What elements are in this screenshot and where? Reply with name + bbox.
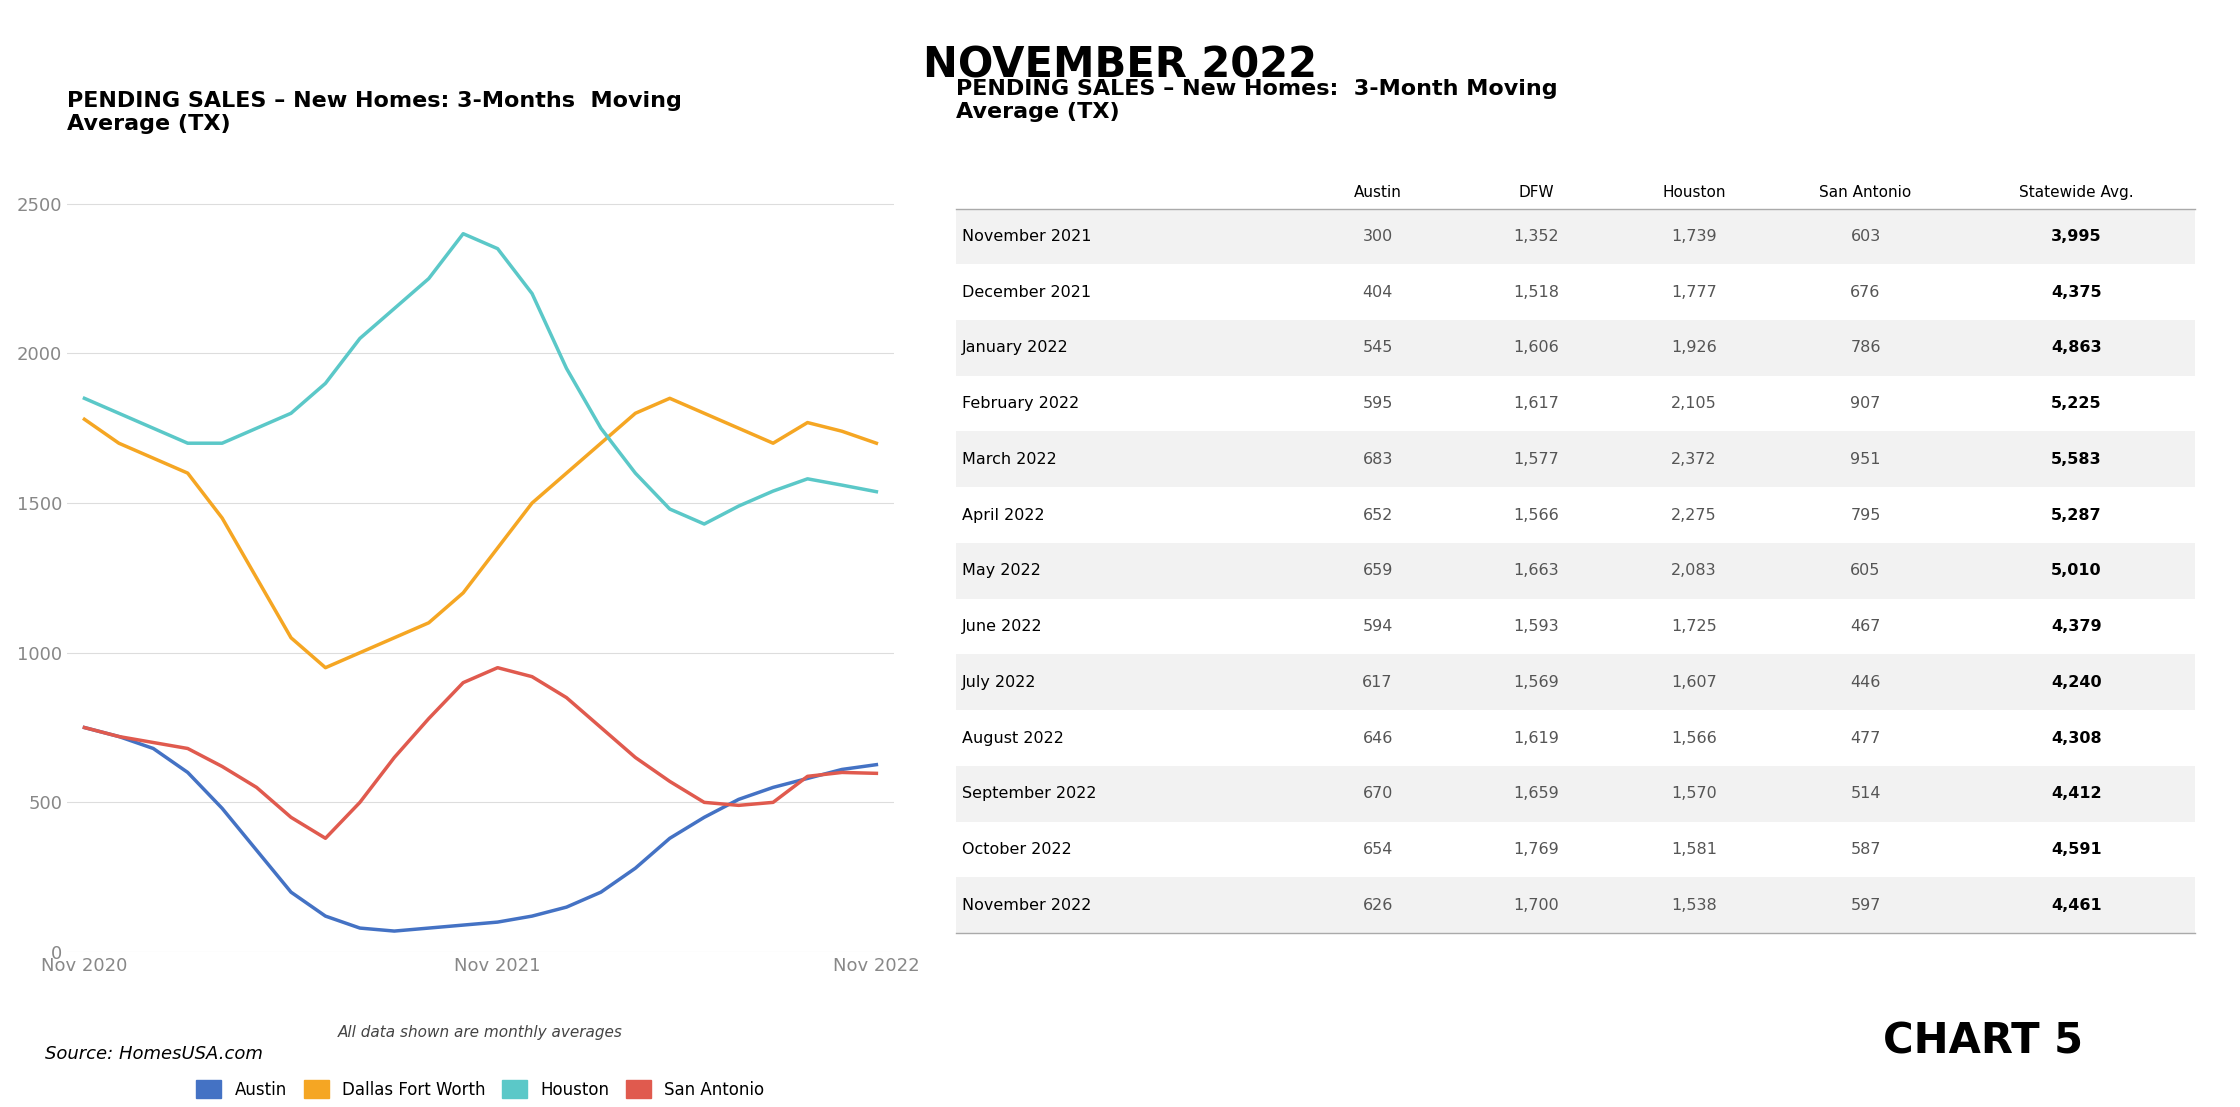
Text: 1,739: 1,739 [1671, 229, 1716, 244]
Text: December 2021: December 2021 [961, 284, 1091, 300]
Text: 654: 654 [1362, 842, 1393, 857]
Text: Houston: Houston [1662, 185, 1725, 200]
Text: 4,412: 4,412 [2052, 786, 2101, 801]
Text: 795: 795 [1850, 508, 1882, 523]
FancyBboxPatch shape [956, 654, 2195, 711]
Text: 1,577: 1,577 [1512, 452, 1559, 467]
Text: 1,566: 1,566 [1512, 508, 1559, 523]
Text: 1,659: 1,659 [1512, 786, 1559, 801]
Text: 1,607: 1,607 [1671, 675, 1716, 690]
Text: PENDING SALES – New Homes:  3-Month Moving
Average (TX): PENDING SALES – New Homes: 3-Month Movin… [956, 80, 1557, 123]
Text: 2,275: 2,275 [1671, 508, 1716, 523]
Text: 477: 477 [1850, 731, 1882, 745]
Text: January 2022: January 2022 [961, 340, 1068, 355]
Text: 646: 646 [1362, 731, 1393, 745]
Text: 3,995: 3,995 [2052, 229, 2101, 244]
Text: 1,570: 1,570 [1671, 786, 1716, 801]
Text: 545: 545 [1362, 340, 1393, 355]
Text: 5,010: 5,010 [2052, 563, 2101, 578]
Text: August 2022: August 2022 [961, 731, 1064, 745]
Text: 1,725: 1,725 [1671, 619, 1716, 634]
Text: NOVEMBER 2022: NOVEMBER 2022 [923, 44, 1317, 86]
Text: Statewide Avg.: Statewide Avg. [2018, 185, 2135, 200]
Text: DFW: DFW [1519, 185, 1555, 200]
Text: 786: 786 [1850, 340, 1882, 355]
Text: 603: 603 [1850, 229, 1882, 244]
Text: October 2022: October 2022 [961, 842, 1071, 857]
Text: 5,583: 5,583 [2052, 452, 2101, 467]
Text: 670: 670 [1362, 786, 1393, 801]
Text: February 2022: February 2022 [961, 396, 1080, 411]
Text: 1,606: 1,606 [1512, 340, 1559, 355]
FancyBboxPatch shape [956, 432, 2195, 487]
Text: 605: 605 [1850, 563, 1882, 578]
Text: April 2022: April 2022 [961, 508, 1044, 523]
Text: 1,538: 1,538 [1671, 898, 1716, 912]
Text: 587: 587 [1850, 842, 1882, 857]
Text: 617: 617 [1362, 675, 1393, 690]
Text: 1,518: 1,518 [1512, 284, 1559, 300]
Text: 5,225: 5,225 [2052, 396, 2101, 411]
Text: 1,566: 1,566 [1671, 731, 1716, 745]
Text: CHART 5: CHART 5 [1884, 1021, 2083, 1063]
Text: 907: 907 [1850, 396, 1882, 411]
FancyBboxPatch shape [956, 320, 2195, 375]
Text: 1,663: 1,663 [1512, 563, 1559, 578]
Text: November 2022: November 2022 [961, 898, 1091, 912]
Text: 652: 652 [1362, 508, 1393, 523]
Text: 594: 594 [1362, 619, 1393, 634]
Text: 626: 626 [1362, 898, 1393, 912]
Text: 467: 467 [1850, 619, 1882, 634]
Text: 5,287: 5,287 [2052, 508, 2101, 523]
Text: 514: 514 [1850, 786, 1882, 801]
Text: 2,105: 2,105 [1671, 396, 1716, 411]
Text: 1,617: 1,617 [1512, 396, 1559, 411]
Text: September 2022: September 2022 [961, 786, 1095, 801]
Text: 1,352: 1,352 [1512, 229, 1559, 244]
Text: July 2022: July 2022 [961, 675, 1037, 690]
Text: 1,593: 1,593 [1512, 619, 1559, 634]
Text: 4,863: 4,863 [2052, 340, 2101, 355]
Text: 1,700: 1,700 [1512, 898, 1559, 912]
Text: San Antonio: San Antonio [1819, 185, 1911, 200]
FancyBboxPatch shape [956, 878, 2195, 933]
Text: 1,581: 1,581 [1671, 842, 1718, 857]
Text: 300: 300 [1362, 229, 1393, 244]
FancyBboxPatch shape [956, 542, 2195, 599]
Text: PENDING SALES – New Homes: 3-Months  Moving
Average (TX): PENDING SALES – New Homes: 3-Months Movi… [67, 91, 681, 134]
Text: 1,777: 1,777 [1671, 284, 1716, 300]
Text: 676: 676 [1850, 284, 1882, 300]
Text: 4,461: 4,461 [2052, 898, 2101, 912]
Text: 4,591: 4,591 [2052, 842, 2101, 857]
Text: June 2022: June 2022 [961, 619, 1042, 634]
Text: 1,926: 1,926 [1671, 340, 1716, 355]
Text: 1,619: 1,619 [1512, 731, 1559, 745]
Text: Source: HomesUSA.com: Source: HomesUSA.com [45, 1045, 262, 1063]
FancyBboxPatch shape [956, 766, 2195, 821]
Text: 1,569: 1,569 [1512, 675, 1559, 690]
Text: 951: 951 [1850, 452, 1882, 467]
Text: All data shown are monthly averages: All data shown are monthly averages [338, 1025, 623, 1039]
Text: 4,375: 4,375 [2052, 284, 2101, 300]
Legend: Austin, Dallas Fort Worth, Houston, San Antonio: Austin, Dallas Fort Worth, Houston, San … [190, 1074, 771, 1105]
Text: 595: 595 [1362, 396, 1393, 411]
Text: 446: 446 [1850, 675, 1882, 690]
Text: 4,379: 4,379 [2052, 619, 2101, 634]
Text: May 2022: May 2022 [961, 563, 1042, 578]
Text: 597: 597 [1850, 898, 1882, 912]
Text: 404: 404 [1362, 284, 1393, 300]
Text: 4,308: 4,308 [2052, 731, 2101, 745]
Text: 4,240: 4,240 [2052, 675, 2101, 690]
Text: 659: 659 [1362, 563, 1393, 578]
FancyBboxPatch shape [956, 208, 2195, 265]
Text: March 2022: March 2022 [961, 452, 1057, 467]
Text: 2,083: 2,083 [1671, 563, 1716, 578]
Text: November 2021: November 2021 [961, 229, 1091, 244]
Text: Austin: Austin [1353, 185, 1402, 200]
Text: 683: 683 [1362, 452, 1393, 467]
Text: 1,769: 1,769 [1512, 842, 1559, 857]
Text: 2,372: 2,372 [1671, 452, 1716, 467]
